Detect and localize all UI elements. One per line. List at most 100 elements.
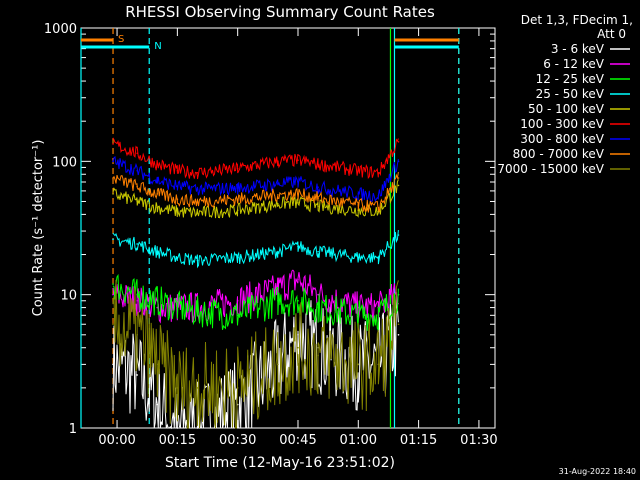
series-point	[112, 283, 114, 285]
series-point	[196, 200, 199, 203]
y-axis-label: Count Rate (s⁻¹ detector⁻¹)	[31, 140, 46, 317]
series-point	[377, 206, 380, 209]
series-point	[136, 374, 138, 376]
series-point	[136, 200, 138, 203]
legend-label: 800 - 7000 keV	[513, 147, 605, 161]
legend-header-line1: Det 1,3, FDecim 1,	[521, 13, 633, 27]
legend-label: 12 - 25 keV	[536, 72, 605, 86]
series-point	[377, 363, 380, 366]
series-point	[156, 206, 159, 209]
series-point	[136, 185, 138, 188]
series-point	[112, 323, 114, 326]
x-axis-label: Start Time (12-May-16 23:51:02)	[165, 455, 395, 471]
series-point	[377, 256, 380, 259]
series-point	[377, 195, 380, 197]
series-point	[297, 193, 299, 195]
y-tick-label: 1	[69, 422, 77, 437]
series-point	[176, 210, 179, 213]
series-point	[136, 169, 138, 172]
y-tick-label: 1000	[44, 22, 77, 37]
series-point	[176, 387, 179, 389]
series-point	[196, 259, 199, 262]
series-point	[136, 293, 138, 296]
series-point	[136, 152, 138, 155]
series-point	[377, 172, 380, 174]
legend-label: 300 - 800 keV	[520, 132, 604, 146]
series-point	[297, 278, 299, 281]
series-point	[317, 306, 319, 309]
series-point	[112, 177, 114, 179]
series-point	[136, 299, 138, 302]
series-point	[112, 293, 114, 296]
series-point	[112, 193, 114, 195]
series-point	[176, 306, 179, 309]
series-line-7	[112, 172, 399, 213]
series-point	[357, 363, 360, 366]
series-point	[176, 169, 179, 172]
series-point	[397, 177, 400, 179]
series-line-3	[112, 230, 399, 269]
series-point	[236, 387, 239, 389]
x-tick-label: 00:30	[219, 433, 256, 448]
series-line-8	[112, 279, 399, 429]
series-point	[176, 256, 179, 259]
y-tick-label: 10	[60, 289, 77, 304]
series-point	[357, 314, 360, 317]
x-tick-label: 00:15	[159, 433, 196, 448]
series-point	[317, 163, 319, 166]
series-point	[297, 299, 299, 302]
annotation-n: N	[154, 41, 161, 52]
legend-label: 100 - 300 keV	[520, 117, 604, 131]
series-point	[112, 143, 114, 145]
series-point	[297, 346, 299, 349]
series-point	[397, 293, 400, 296]
series-point	[112, 160, 114, 163]
series-point	[397, 160, 400, 163]
series-point	[357, 256, 360, 259]
series-point	[136, 334, 138, 336]
series-point	[156, 179, 159, 182]
series-point	[317, 205, 319, 208]
series-point	[277, 363, 279, 366]
series-point	[277, 203, 279, 205]
series-point	[317, 250, 319, 253]
series-line-1	[112, 269, 399, 324]
series-point	[397, 184, 400, 187]
series-point	[377, 314, 380, 317]
x-tick-label: 00:45	[279, 433, 316, 448]
legend-header-line2: Att 0	[597, 27, 626, 41]
series-point	[236, 198, 239, 200]
y-tick-label: 100	[52, 155, 77, 170]
plot-area: 00:00 00:15 00:30 00:45 01:00 01:15 01:30 1 10 10…	[44, 22, 498, 448]
footer-date: 31-Aug-2022 18:40	[559, 467, 636, 476]
series-point	[397, 234, 400, 236]
series-line-2	[112, 273, 399, 332]
series-point	[297, 181, 299, 183]
series-point	[196, 212, 199, 214]
x-tick-label: 01:15	[400, 433, 437, 448]
series-line-4	[112, 179, 399, 219]
series-line-6	[112, 155, 399, 203]
series-point	[277, 194, 279, 196]
series-point	[136, 243, 138, 245]
series-point	[236, 314, 239, 317]
series-point	[297, 245, 299, 248]
series-point	[156, 299, 159, 302]
series-point	[156, 403, 159, 406]
series-point	[397, 334, 400, 336]
x-tick-label: 01:00	[340, 433, 377, 448]
legend-label: 7000 - 15000 keV	[497, 162, 604, 176]
series-point	[317, 354, 319, 357]
series-point	[277, 299, 279, 302]
series-point	[112, 238, 114, 241]
series-point	[156, 163, 159, 166]
series-point	[297, 159, 299, 161]
series-point	[277, 160, 279, 163]
legend-label: 3 - 6 keV	[551, 42, 605, 56]
series-point	[236, 187, 239, 189]
series-point	[297, 334, 299, 336]
series-point	[176, 198, 179, 200]
series-point	[357, 204, 360, 206]
series-point	[317, 197, 319, 199]
series-point	[156, 363, 159, 366]
